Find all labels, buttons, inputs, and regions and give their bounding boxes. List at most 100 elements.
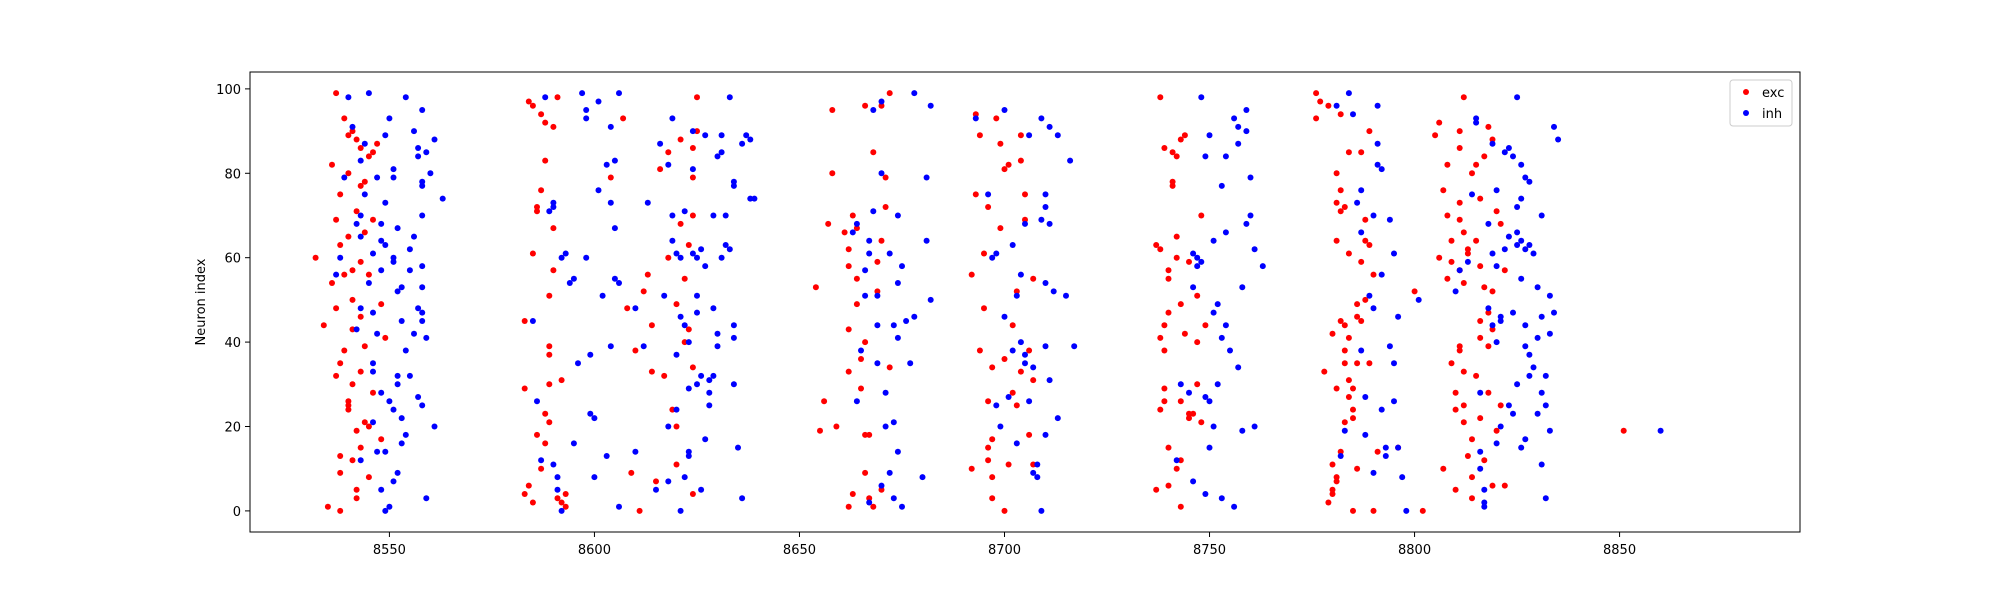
exc-spike-point [1321, 368, 1328, 375]
exc-spike-point [546, 351, 553, 358]
exc-spike-point [542, 119, 549, 126]
inh-spike-point [1382, 444, 1389, 451]
exc-spike-point [1456, 216, 1463, 223]
inh-spike-point [993, 250, 1000, 257]
inh-spike-point [353, 326, 360, 333]
inh-spike-point [673, 406, 680, 413]
exc-spike-point [349, 381, 356, 388]
inh-spike-point [591, 474, 598, 481]
legend-marker-exc [1743, 89, 1749, 95]
exc-spike-point [550, 123, 557, 130]
inh-spike-point [1489, 322, 1496, 329]
inh-spike-point [1218, 182, 1225, 189]
inh-spike-point [1538, 313, 1545, 320]
x-tick-label: 8800 [1398, 543, 1431, 558]
exc-spike-point [882, 204, 889, 210]
exc-spike-point [1022, 216, 1028, 223]
exc-spike-point [1181, 132, 1188, 139]
inh-spike-point [1542, 495, 1549, 502]
inh-spike-point [1534, 284, 1541, 291]
inh-spike-point [341, 174, 348, 181]
exc-spike-point [849, 491, 856, 497]
exc-spike-point [1448, 258, 1455, 265]
inh-spike-point [903, 318, 910, 324]
inh-spike-point [669, 115, 676, 122]
inh-spike-point [370, 368, 376, 375]
exc-spike-point [1354, 301, 1361, 308]
exc-spike-point [976, 347, 983, 354]
inh-spike-point [415, 305, 422, 312]
inh-spike-point [603, 453, 610, 459]
inh-spike-point [616, 280, 622, 286]
inh-spike-point [1370, 469, 1377, 476]
inh-spike-point [1501, 149, 1508, 156]
exc-spike-point [972, 191, 979, 198]
exc-spike-point [1366, 242, 1373, 248]
inh-spike-point [1214, 381, 1221, 388]
exc-spike-point [817, 427, 823, 434]
exc-spike-point [1473, 372, 1480, 379]
exc-spike-point [337, 453, 344, 459]
exc-spike-point [1473, 161, 1480, 168]
inh-spike-point [1202, 394, 1209, 400]
inh-spike-point [1243, 107, 1250, 113]
exc-spike-point [1345, 377, 1352, 384]
exc-spike-point [1469, 170, 1475, 177]
inh-spike-point [718, 132, 725, 139]
inh-spike-point [378, 220, 385, 227]
exc-spike-point [333, 90, 340, 97]
inh-spike-point [1534, 334, 1541, 341]
exc-spike-point [1001, 356, 1008, 362]
inh-spike-point [1530, 250, 1537, 257]
inh-spike-point [685, 385, 692, 392]
inh-spike-point [640, 343, 647, 350]
exc-spike-point [353, 495, 360, 502]
inh-spike-point [1017, 271, 1024, 278]
exc-spike-point [874, 258, 881, 265]
inh-spike-point [1526, 372, 1533, 379]
inh-spike-point [1046, 220, 1053, 227]
inh-spike-point [402, 431, 409, 438]
inh-spike-point [1546, 427, 1553, 434]
y-tick-label: 20 [224, 420, 241, 435]
inh-spike-point [1251, 423, 1258, 430]
exc-spike-point [628, 469, 635, 476]
exc-spike-point [345, 132, 352, 139]
inh-spike-point [357, 233, 364, 240]
exc-spike-point [1501, 482, 1508, 489]
inh-spike-point [419, 107, 426, 113]
inh-spike-point [858, 347, 864, 354]
inh-spike-point [919, 474, 926, 481]
exc-spike-point [525, 482, 532, 489]
inh-spike-point [1378, 166, 1385, 173]
exc-spike-point [341, 347, 348, 354]
x-tick-label: 8750 [1193, 543, 1226, 558]
exc-spike-point [1198, 212, 1205, 219]
inh-spike-point [607, 123, 614, 130]
exc-spike-point [849, 212, 856, 219]
inh-spike-point [698, 486, 705, 493]
exc-spike-point [345, 402, 352, 409]
inh-spike-point [862, 292, 869, 299]
inh-spike-point [419, 263, 426, 270]
inh-spike-point [866, 499, 873, 506]
exc-spike-point [1473, 237, 1480, 244]
inh-spike-point [1005, 394, 1012, 400]
exc-spike-point [677, 220, 684, 227]
exc-spike-point [562, 503, 569, 510]
inh-spike-point [714, 330, 721, 337]
inh-spike-point [374, 174, 381, 181]
exc-spike-point [661, 372, 668, 379]
inh-spike-point [1477, 465, 1484, 472]
inh-spike-point [669, 212, 676, 219]
inh-spike-point [1473, 119, 1480, 126]
inh-spike-point [1042, 280, 1049, 286]
inh-spike-point [673, 351, 680, 358]
inh-spike-point [1190, 478, 1197, 485]
inh-spike-point [1009, 347, 1016, 354]
exc-spike-point [1337, 208, 1344, 215]
exc-spike-point [1493, 427, 1500, 434]
inh-spike-point [1235, 123, 1242, 130]
inh-spike-point [1354, 199, 1361, 206]
inh-spike-point [1259, 263, 1266, 270]
